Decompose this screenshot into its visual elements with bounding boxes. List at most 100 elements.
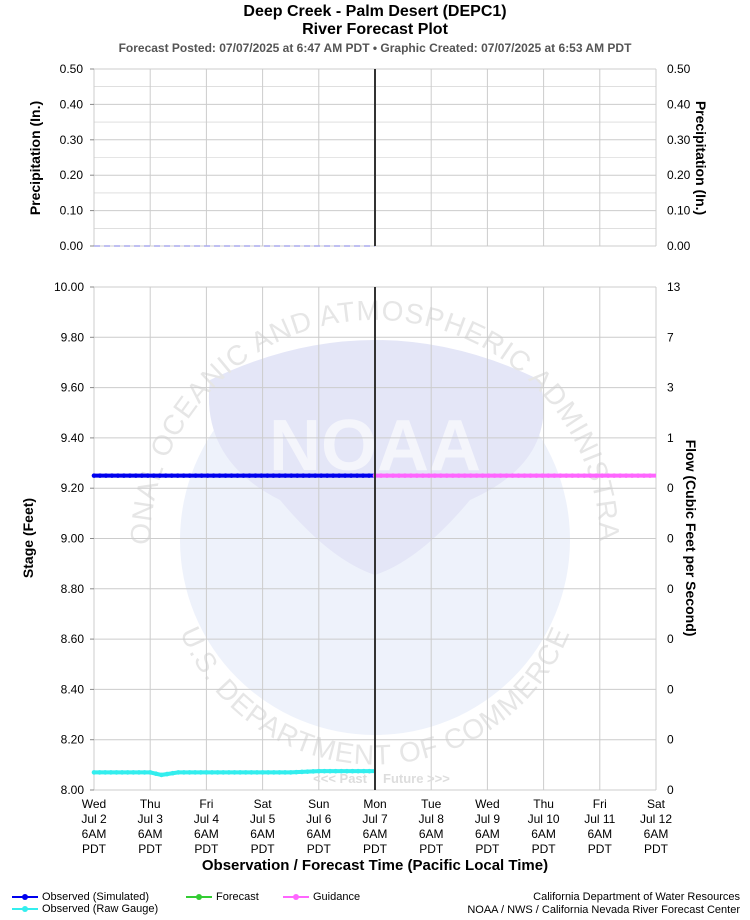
series-observed-raw-point	[350, 768, 355, 774]
series-observed-simulated-point	[366, 473, 372, 478]
series-observed-raw-point	[271, 770, 277, 775]
x-tick-label: PDT	[82, 842, 107, 856]
flow-ytick-right: 3	[667, 381, 674, 395]
series-guidance-point	[486, 473, 491, 478]
series-observed-raw-point	[176, 770, 181, 775]
precip-ytick-left: 0.50	[60, 62, 84, 76]
series-observed-simulated-point	[330, 473, 336, 478]
series-observed-raw-point	[294, 769, 299, 775]
series-observed-raw-point	[209, 770, 215, 775]
x-tick-label: Mon	[363, 797, 386, 811]
legend-swatch-observed-simulated	[12, 893, 38, 901]
x-tick-label: Fri	[199, 797, 213, 811]
series-observed-raw-point	[192, 770, 198, 775]
legend-label: Observed (Simulated)	[42, 891, 149, 903]
x-tick-label: 6AM	[306, 827, 331, 841]
series-guidance-point	[569, 473, 575, 478]
series-observed-raw-point	[237, 770, 243, 775]
x-tick-label: PDT	[138, 842, 163, 856]
series-observed-raw-point	[254, 770, 260, 775]
precip-ytick-right: 0.40	[667, 97, 691, 111]
precip-ytick-left: 0.30	[60, 133, 84, 147]
series-observed-simulated-point	[97, 473, 103, 478]
series-observed-raw-point	[265, 770, 271, 775]
series-guidance-point	[408, 473, 414, 478]
precip-ytick-left: 0.20	[60, 168, 84, 182]
legend-observed-raw: Observed (Raw Gauge)	[12, 903, 158, 915]
x-tick-label: Fri	[593, 797, 607, 811]
series-observed-raw-point	[299, 769, 305, 775]
flow-ytick-right: 0	[667, 733, 674, 747]
series-guidance-point	[546, 473, 551, 478]
stage-ytick-left: 9.20	[61, 481, 85, 495]
past-label: <<< Past	[313, 771, 368, 786]
legend-swatch-observed-raw	[12, 905, 38, 913]
series-observed-simulated-point	[151, 473, 157, 478]
x-tick-label: Jul 6	[306, 812, 332, 826]
series-observed-simulated-point	[300, 473, 306, 478]
series-guidance-point	[396, 473, 402, 478]
series-observed-raw-point	[187, 770, 192, 775]
series-guidance-point	[402, 473, 408, 478]
series-observed-simulated-point	[253, 473, 258, 478]
series-guidance-point	[575, 473, 581, 478]
stage-ytick-left: 9.00	[61, 532, 85, 546]
series-observed-simulated-point	[247, 473, 252, 478]
series-observed-raw-point	[142, 770, 147, 775]
x-tick-label: PDT	[251, 842, 276, 856]
series-guidance-point	[432, 473, 438, 478]
stage-ytick-left: 8.20	[61, 733, 85, 747]
x-tick-label: Jul 11	[584, 812, 615, 826]
series-guidance-point	[420, 473, 426, 478]
series-guidance-point	[605, 473, 611, 478]
precip-ytick-right: 0.50	[667, 62, 691, 76]
series-observed-simulated-point	[169, 473, 175, 478]
series-guidance-point	[384, 473, 390, 478]
series-observed-simulated-point	[259, 473, 264, 478]
series-observed-simulated-point	[181, 473, 186, 478]
series-observed-simulated-point	[211, 473, 216, 478]
x-tick-label: PDT	[419, 842, 444, 856]
x-tick-label: Jul 5	[250, 812, 276, 826]
series-observed-raw-point	[249, 770, 254, 775]
precip-ylabel-left: Precipitation (In.)	[27, 101, 43, 215]
series-observed-raw-point	[198, 770, 204, 775]
series-guidance-point	[635, 473, 641, 478]
series-observed-raw-point	[108, 770, 114, 775]
series-observed-raw-point	[114, 770, 119, 775]
series-observed-raw-point	[338, 768, 344, 774]
series-observed-simulated-point	[193, 473, 198, 478]
series-guidance-point	[492, 473, 497, 478]
series-observed-raw-point	[232, 770, 237, 775]
series-guidance-point	[456, 473, 462, 478]
stage-ytick-left: 10.00	[54, 280, 84, 294]
series-guidance-point	[552, 473, 557, 478]
legend-observed-simulated: Observed (Simulated)	[12, 891, 149, 903]
series-observed-simulated-point	[205, 473, 210, 478]
series-observed-raw-point	[136, 770, 142, 775]
series-guidance-point	[468, 473, 473, 478]
series-observed-simulated-point	[199, 473, 204, 478]
precip-ytick-right: 0.30	[667, 133, 691, 147]
series-guidance-point	[522, 473, 527, 478]
stage-ytick-left: 8.80	[61, 582, 85, 596]
x-tick-label: 6AM	[644, 827, 669, 841]
series-observed-simulated-point	[229, 473, 234, 478]
future-label: Future >>>	[383, 771, 450, 786]
series-observed-raw-point	[367, 768, 372, 774]
x-tick-label: Jul 12	[640, 812, 672, 826]
flow-ytick-right: 0	[667, 532, 674, 546]
x-tick-label: Jul 3	[138, 812, 164, 826]
series-guidance-point	[414, 473, 420, 478]
precip-ytick-right: 0.10	[667, 204, 691, 218]
x-tick-label: PDT	[194, 842, 219, 856]
x-tick-label: Jul 4	[194, 812, 220, 826]
series-observed-simulated-point	[139, 473, 145, 478]
series-guidance-point	[647, 473, 653, 478]
series-observed-simulated-point	[324, 473, 330, 478]
series-guidance-point	[623, 473, 629, 478]
stage-ytick-left: 8.00	[61, 783, 85, 797]
series-observed-raw-point	[215, 770, 220, 775]
x-tick-label: PDT	[475, 842, 500, 856]
series-observed-raw-point	[333, 768, 338, 774]
